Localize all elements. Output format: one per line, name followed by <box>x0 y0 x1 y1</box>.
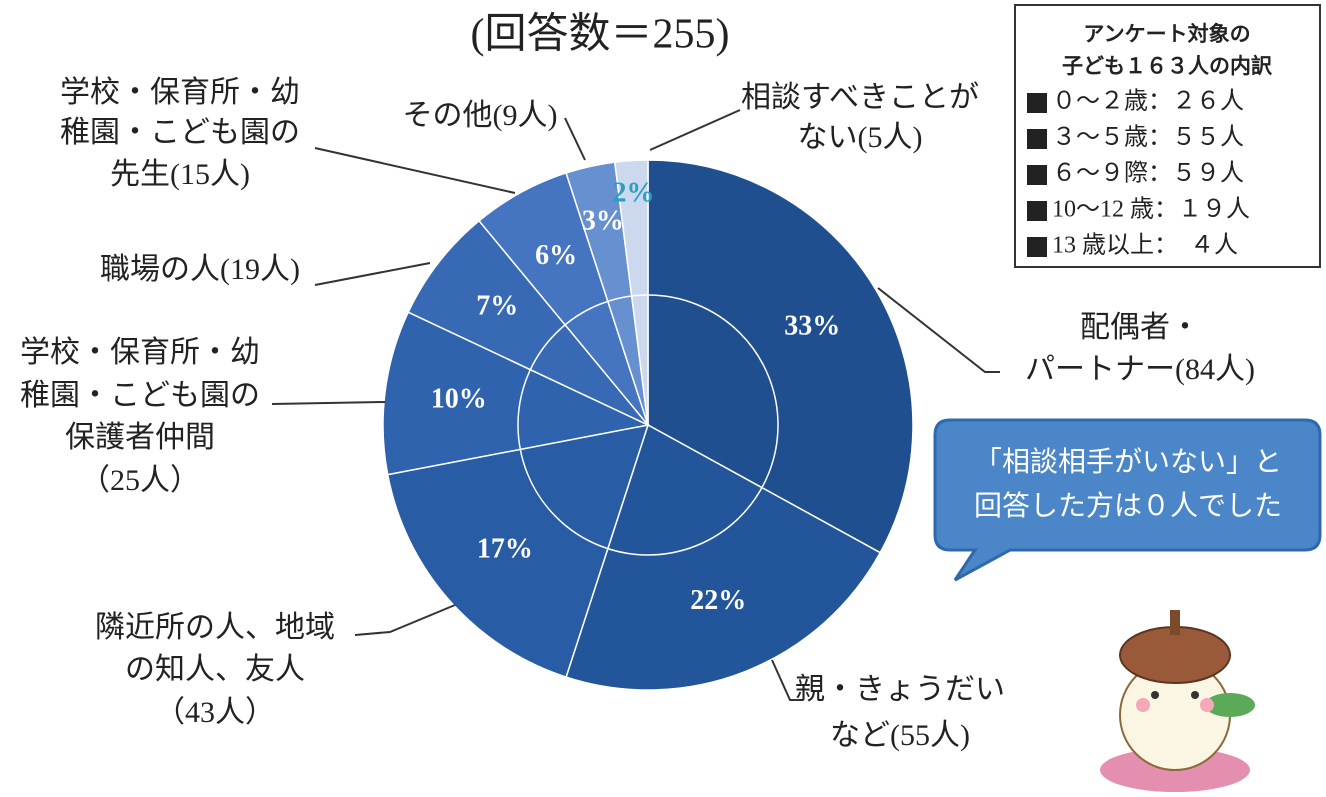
percent-label: 3% <box>582 206 624 237</box>
eye <box>1191 691 1199 699</box>
category-label: など(55人) <box>830 719 970 752</box>
callout-text: 回答した方は０人でした <box>974 489 1282 522</box>
percent-label: 7% <box>476 290 518 321</box>
category-label: 稚園・こども園の <box>60 116 300 149</box>
category-label: 学校・保育所・幼 <box>20 336 260 369</box>
category-label: 親・きょうだい <box>795 673 1005 706</box>
stem <box>1170 610 1180 635</box>
category-label: 学校・保育所・幼 <box>60 76 300 109</box>
category-label: 隣近所の人、地域 <box>95 611 335 644</box>
legend-marker <box>1027 201 1047 221</box>
percent-label: 6% <box>535 240 577 271</box>
cheek <box>1136 698 1150 712</box>
legend-title: アンケート対象の <box>1083 22 1250 46</box>
legend-marker <box>1027 237 1047 257</box>
legend-title: 子ども１６３人の内訳 <box>1062 54 1273 78</box>
legend-marker <box>1027 165 1047 185</box>
category-label: その他(9人) <box>403 99 558 132</box>
leader-line <box>315 148 515 193</box>
eye <box>1151 691 1159 699</box>
category-label: （25人） <box>80 464 200 497</box>
legend-item: ０～２歳：２６人 <box>1052 88 1244 115</box>
percent-label: 17% <box>477 534 533 565</box>
leader-line <box>272 402 385 404</box>
category-label: 先生(15人) <box>110 158 250 191</box>
legend-item: ３～５歳：５５人 <box>1052 124 1244 151</box>
category-label: 保護者仲間 <box>65 421 215 454</box>
percent-label: 2% <box>613 177 655 208</box>
category-label: の知人、友人 <box>125 653 305 686</box>
legend-marker <box>1027 129 1047 149</box>
category-label: パートナー(84人) <box>1025 353 1255 386</box>
leader-line <box>565 118 585 160</box>
percent-label: 10% <box>431 384 487 415</box>
chart: (回答数＝255) アンケート対象の子ども１６３人の内訳 ０～２歳：２６人 ３～５歳… <box>0 0 1326 797</box>
category-label: 相談すべきことが <box>741 81 979 114</box>
legend-item: 13 歳以上： ４人 <box>1052 232 1238 259</box>
category-label: 職場の人(19人) <box>100 253 300 286</box>
chart-title: (回答数＝255) <box>471 12 730 58</box>
callout-text: 「相談相手がいない」と <box>974 445 1282 478</box>
legend-item: ６～９際：５９人 <box>1052 160 1244 187</box>
category-label: 配偶者・ <box>1080 311 1200 344</box>
percent-label: 33% <box>784 310 840 341</box>
legend-marker <box>1027 93 1047 113</box>
category-label: ない(5人) <box>798 121 923 154</box>
category-label: 稚園・こども園の <box>20 379 260 412</box>
legend-item: 10～12 歳：１９人 <box>1052 196 1250 223</box>
category-label: （43人） <box>155 696 275 729</box>
acorn-cap <box>1120 627 1230 683</box>
percent-label: 22% <box>690 585 746 616</box>
character <box>1100 610 1255 792</box>
leader-line <box>650 110 740 150</box>
cheek <box>1200 698 1214 712</box>
leader-line <box>315 263 430 285</box>
leader-line <box>355 605 455 635</box>
